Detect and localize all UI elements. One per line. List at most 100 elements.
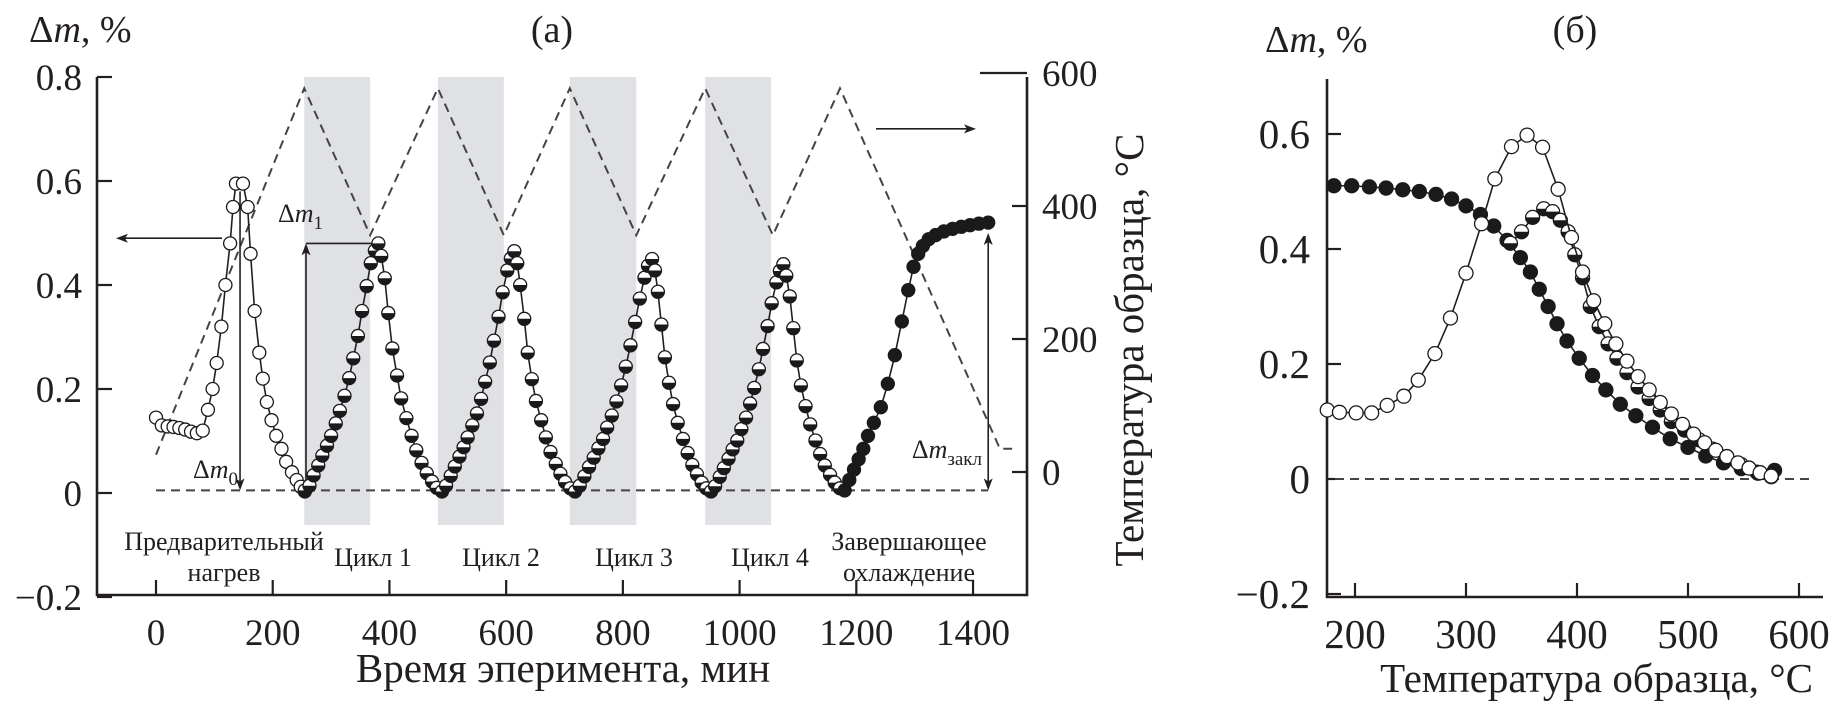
half-filled-marker-fill <box>409 450 423 457</box>
half-filled-series <box>1502 201 1779 485</box>
half-filled-marker-fill <box>324 435 338 443</box>
filled-marker <box>873 400 888 415</box>
filled-marker <box>866 415 881 430</box>
open-marker <box>1319 402 1335 418</box>
half-filled-marker-fill <box>435 491 449 498</box>
half-filled-marker-fill <box>783 296 797 303</box>
delta-symbol: Δ <box>193 455 210 484</box>
open-marker <box>1364 405 1380 421</box>
half-filled-marker-fill <box>600 427 614 434</box>
arrow-up-icon <box>983 233 993 245</box>
filled-marker <box>1378 180 1394 196</box>
half-filled-marker-fill <box>474 398 488 406</box>
cycle-shade <box>437 77 504 525</box>
half-filled-marker-fill <box>609 401 623 408</box>
half-filled-marker-fill <box>483 362 497 369</box>
half-filled-marker-fill <box>717 468 731 475</box>
half-filled-marker-fill <box>803 424 817 431</box>
half-filled-marker-fill <box>573 485 587 493</box>
filled-series <box>837 215 996 498</box>
filled-marker <box>1644 419 1661 435</box>
open-marker <box>1619 353 1635 369</box>
y2-tick-label: 600 <box>1042 54 1098 95</box>
y2-tick-label: 200 <box>1042 320 1098 361</box>
cycle-shade <box>304 77 371 525</box>
phase-label: Предварительный <box>124 527 324 556</box>
x-tick-label: 600 <box>1768 611 1830 657</box>
half-filled-marker-fill <box>637 277 651 285</box>
filled-marker <box>860 428 876 443</box>
subscript: закл <box>947 449 982 470</box>
y-title-unit: , % <box>81 9 132 51</box>
open-marker <box>1379 397 1395 414</box>
half-filled-marker-fill <box>539 437 553 444</box>
open-marker <box>264 413 279 428</box>
half-filled-marker-fill <box>346 358 360 365</box>
open-marker <box>1697 435 1713 451</box>
open-series <box>148 176 312 499</box>
filled-marker <box>1612 396 1628 412</box>
half-filled-marker-fill <box>671 422 685 430</box>
y-tick-label: 0.6 <box>1259 111 1310 157</box>
open-marker <box>1458 265 1474 281</box>
half-filled-marker-fill <box>779 275 793 283</box>
half-filled-marker-fill <box>756 348 770 356</box>
half-filled-marker-fill <box>761 326 775 333</box>
filled-marker <box>1428 186 1444 203</box>
filled-marker <box>1584 367 1601 384</box>
open-marker <box>1574 264 1591 280</box>
half-filled-marker-fill <box>385 348 399 355</box>
half-filled-marker-fill <box>648 270 662 277</box>
filled-marker <box>981 215 996 230</box>
half-filled-marker-fill <box>1653 410 1668 417</box>
half-filled-marker-fill <box>730 440 744 447</box>
half-filled-marker-fill <box>399 418 413 425</box>
open-marker <box>1608 336 1624 352</box>
delta-symbol: Δ <box>912 435 929 464</box>
open-marker <box>1396 388 1412 404</box>
half-filled-marker-fill <box>302 485 316 493</box>
y-tick-label: 0.6 <box>36 162 82 203</box>
filled-marker <box>1628 408 1644 424</box>
open-marker <box>1586 293 1602 309</box>
half-filled-marker-fill <box>577 476 591 483</box>
half-filled-marker-fill <box>658 357 672 364</box>
half-filled-marker-fill <box>722 458 736 466</box>
half-filled-marker-fill <box>378 278 392 285</box>
open-marker <box>240 199 255 215</box>
x-tick-label: 200 <box>1324 611 1386 657</box>
half-filled-marker-fill <box>448 466 462 473</box>
x-tick-label: 400 <box>1546 611 1608 657</box>
half-filled-marker-fill <box>1631 387 1646 395</box>
phase-label: Цикл 4 <box>731 543 809 572</box>
half-filled-marker-fill <box>743 403 757 411</box>
half-filled-marker-fill <box>708 486 722 493</box>
half-filled-marker-fill <box>342 378 356 385</box>
half-filled-marker-fill <box>517 318 531 326</box>
half-filled-marker-fill <box>676 438 690 446</box>
filled-marker <box>1344 178 1360 194</box>
half-filled-marker-fill <box>619 366 633 374</box>
half-filled-marker-fill <box>360 286 374 293</box>
open-marker <box>1473 216 1490 232</box>
filled-marker <box>887 348 902 363</box>
arrow-up-icon <box>301 243 311 256</box>
half-filled-marker-fill <box>394 398 408 405</box>
half-filled-marker-fill <box>769 282 783 289</box>
half-filled-marker-fill <box>500 270 514 277</box>
x-tick-label: 200 <box>245 613 301 654</box>
filled-marker <box>856 441 871 456</box>
axis-frame <box>1325 79 1823 599</box>
half-filled-marker-fill <box>452 456 466 464</box>
phase-label: Цикл 3 <box>595 543 673 572</box>
half-filled-marker-fill <box>681 452 695 460</box>
open-marker <box>255 371 270 386</box>
half-filled-marker-fill <box>534 420 548 427</box>
arrow-right-icon <box>964 124 976 134</box>
phase-label: Цикл 1 <box>334 543 412 572</box>
filled-marker <box>1395 182 1411 198</box>
x-tick-label: 0 <box>147 613 166 654</box>
x-tick-label: 500 <box>1657 611 1719 657</box>
x-axis-title-b: Температура образца, °C <box>1380 655 1813 701</box>
x-axis-title-a: Время эперимента, мин <box>356 645 770 691</box>
